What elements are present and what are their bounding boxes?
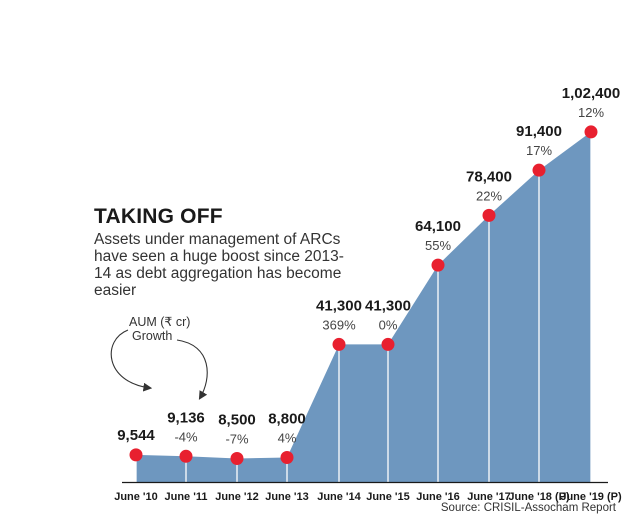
value-label: 1,02,400 [562,85,620,102]
growth-label: -4% [174,429,198,444]
growth-label: 4% [278,430,297,445]
legend-arrow [110,329,153,392]
value-label: 64,100 [415,218,461,235]
legend-aum-label: AUM (₹ cr) [129,315,191,329]
growth-label: 369% [322,317,356,332]
growth-label: -7% [225,432,249,447]
data-point [332,337,346,351]
growth-label: 0% [379,317,398,332]
growth-label: 55% [425,238,451,253]
value-label: 41,300 [365,297,411,314]
x-tick-label: June '13 [265,491,309,503]
chart-title: TAKING OFF [94,205,223,228]
legend-growth-arrow [176,339,208,400]
x-tick-label: June '12 [215,491,259,503]
growth-label: 22% [476,188,502,203]
x-tick-label: June '15 [366,491,410,503]
value-label: 41,300 [316,297,362,314]
x-tick-label: June '11 [165,491,208,503]
x-tick-label: June '10 [114,491,158,503]
data-point [532,163,546,177]
data-point [280,450,294,464]
value-label: 8,500 [218,412,256,429]
data-point [179,449,193,463]
source-note: Source: CRISIL-Assocham Report [440,502,616,514]
x-tick-label: June '19 (P) [560,491,622,503]
growth-label: 17% [526,143,552,158]
chart-subtitle: Assets under management of ARCs have see… [94,231,344,299]
x-tick-label: June '14 [317,491,361,503]
x-tick-label: June '17 [467,491,511,503]
x-tick-label: June '16 [416,491,460,503]
data-point [584,125,598,139]
value-label: 91,400 [516,123,562,140]
value-label: 8,800 [268,410,306,427]
data-point [431,258,445,272]
data-point [381,337,395,351]
x-tick-label: June '18 (P) [508,491,570,503]
value-label: 78,400 [466,168,512,185]
value-label: 9,136 [167,409,205,426]
value-label: 9,544 [117,427,155,444]
data-point [482,208,496,222]
data-point [230,452,244,466]
data-point [129,448,143,462]
aum-area [136,131,591,482]
growth-label: 12% [578,105,604,120]
legend-growth-label: Growth [132,329,173,343]
